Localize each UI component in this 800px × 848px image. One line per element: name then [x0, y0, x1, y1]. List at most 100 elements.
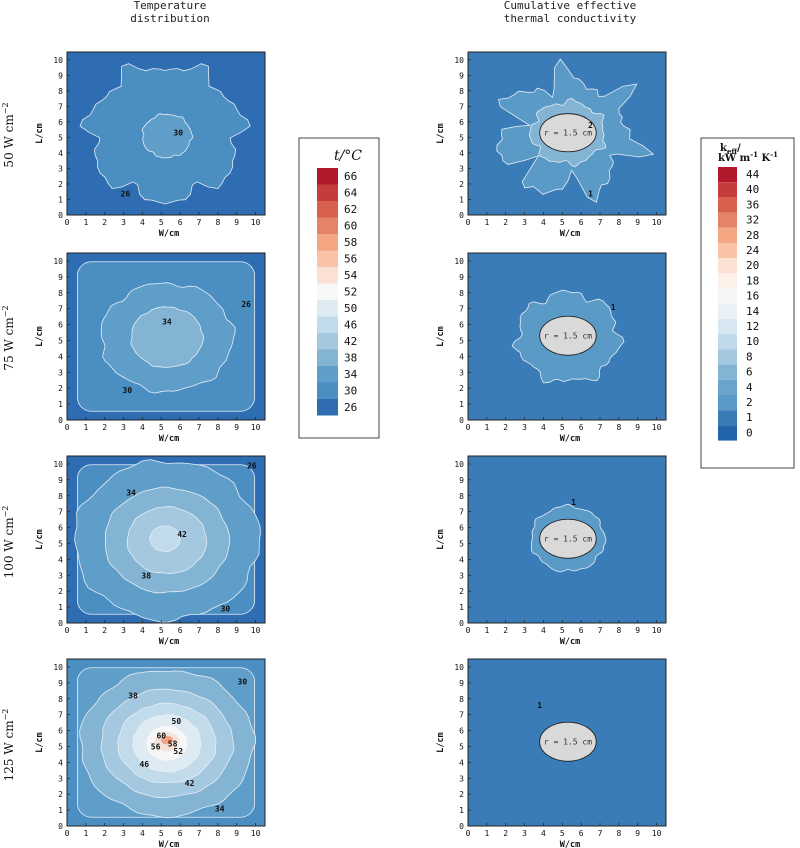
x-tick-label: 5	[159, 626, 164, 635]
y-tick-label: 4	[58, 352, 63, 361]
plot-frame	[66, 455, 266, 624]
contour-value-label: 26	[247, 462, 257, 471]
temperature-legend-value: 62	[344, 203, 357, 216]
y-axis-label: L/cm	[436, 123, 446, 143]
temperature-legend-swatch	[317, 349, 338, 366]
y-tick-label: 10	[454, 663, 464, 672]
conductivity-legend-swatch	[718, 425, 737, 441]
x-axis-label: W/cm	[560, 637, 580, 647]
contour-value-label: 50	[172, 717, 182, 726]
y-tick-label: 2	[58, 587, 63, 596]
x-tick-label: 2	[102, 829, 107, 838]
y-tick-label: 2	[58, 180, 63, 189]
y-tick-label: 3	[459, 164, 464, 173]
x-tick-label: 8	[616, 829, 621, 838]
x-tick-label: 8	[215, 829, 220, 838]
contour-value-label: 26	[241, 300, 251, 309]
x-tick-label: 6	[579, 626, 584, 635]
plot-frame	[467, 658, 667, 827]
x-tick-label: 7	[197, 626, 202, 635]
y-tick-label: 6	[459, 321, 464, 330]
temperature-legend-swatch	[317, 333, 338, 350]
y-tick-label: 8	[459, 492, 464, 501]
conductivity-legend-swatch	[718, 243, 737, 259]
x-tick-label: 3	[522, 829, 527, 838]
y-tick-label: 0	[459, 822, 464, 831]
x-tick-label: 5	[159, 423, 164, 432]
x-axis-label: W/cm	[560, 434, 580, 444]
conductivity-legend-swatch	[718, 288, 737, 304]
y-tick-label: 4	[58, 149, 63, 158]
plot-frame	[66, 658, 266, 827]
x-tick-label: 0	[65, 829, 70, 838]
y-tick-label: 10	[454, 460, 464, 469]
contour-plot-area: r = 1.5 cm 1	[468, 253, 666, 420]
column-title-temperature-line2: distribution	[130, 12, 209, 25]
svg-text:100 W cm−2: 100 W cm−2	[1, 506, 16, 579]
y-tick-label: 5	[58, 133, 63, 142]
x-tick-label: 7	[598, 626, 603, 635]
conductivity-legend-swatch	[718, 364, 737, 380]
column-title-conductivity-line2: thermal conductivity	[504, 12, 637, 25]
x-tick-label: 7	[598, 423, 603, 432]
y-axis-label: L/cm	[436, 326, 446, 346]
x-axis-label: W/cm	[560, 840, 580, 848]
conductivity-legend-swatch	[718, 395, 737, 411]
x-tick-label: 1	[484, 829, 489, 838]
conductivity-legend-swatch	[718, 410, 737, 426]
conductivity-legend-value: 4	[746, 381, 753, 394]
temperature-legend-value: 30	[344, 385, 357, 398]
contour-value-label: 1	[537, 701, 542, 710]
y-tick-label: 5	[58, 336, 63, 345]
x-tick-label: 7	[598, 829, 603, 838]
contour-plot-area: 26 34 42 38 30	[67, 456, 265, 623]
y-axis-label: L/cm	[35, 123, 45, 143]
y-tick-label: 7	[459, 711, 464, 720]
conductivity-legend-value: 18	[746, 274, 759, 287]
x-tick-label: 0	[466, 423, 471, 432]
contour-panel-4: r = 1.5 cm1001122334455667788991010W/cmL…	[436, 252, 667, 444]
y-tick-label: 6	[459, 524, 464, 533]
x-tick-label: 10	[652, 626, 662, 635]
conductivity-legend-swatch	[718, 319, 737, 335]
x-tick-label: 4	[140, 218, 145, 227]
x-tick-label: 5	[159, 829, 164, 838]
y-tick-label: 5	[58, 539, 63, 548]
x-tick-label: 2	[503, 626, 508, 635]
x-tick-label: 1	[484, 423, 489, 432]
x-tick-label: 2	[102, 626, 107, 635]
conductivity-legend-value: 32	[746, 214, 759, 227]
contour-value-label: 26	[121, 189, 131, 198]
x-tick-label: 4	[140, 829, 145, 838]
contour-level-30	[141, 113, 194, 159]
temperature-legend-swatch	[317, 300, 338, 317]
x-tick-label: 0	[65, 423, 70, 432]
conductivity-legend: keff/ kW m-1 K-1 44403632282420181614121…	[700, 137, 795, 469]
x-tick-label: 3	[522, 423, 527, 432]
conductivity-legend-frame	[700, 137, 795, 469]
circular-hole	[539, 518, 597, 559]
contour-value-label: 52	[173, 747, 183, 756]
contour-value-label: 34	[215, 805, 225, 814]
conductivity-legend-value: 44	[746, 168, 760, 181]
temperature-legend-swatch	[317, 382, 338, 399]
conductivity-legend-value: 40	[746, 183, 759, 196]
y-tick-label: 10	[53, 257, 63, 266]
circular-hole	[539, 721, 597, 762]
y-tick-label: 0	[459, 619, 464, 628]
temperature-legend-swatch	[317, 234, 338, 251]
x-tick-label: 0	[466, 626, 471, 635]
contour-panel-8: r = 1.5 cm1001122334455667788991010W/cmL…	[436, 658, 667, 848]
contour-value-label: 56	[151, 742, 161, 751]
x-tick-label: 6	[579, 423, 584, 432]
contour-plot-area: r = 1.5 cm2 1	[468, 52, 666, 215]
x-tick-label: 0	[466, 218, 471, 227]
contour-value-label: 42	[185, 779, 195, 788]
contour-level-34	[130, 306, 205, 368]
conductivity-legend-value: 28	[746, 229, 759, 242]
conductivity-legend-swatch	[718, 334, 737, 350]
contour-plot-area: 26 34 30	[67, 253, 265, 420]
x-tick-label: 0	[65, 218, 70, 227]
conductivity-legend-value: 0	[746, 426, 753, 439]
